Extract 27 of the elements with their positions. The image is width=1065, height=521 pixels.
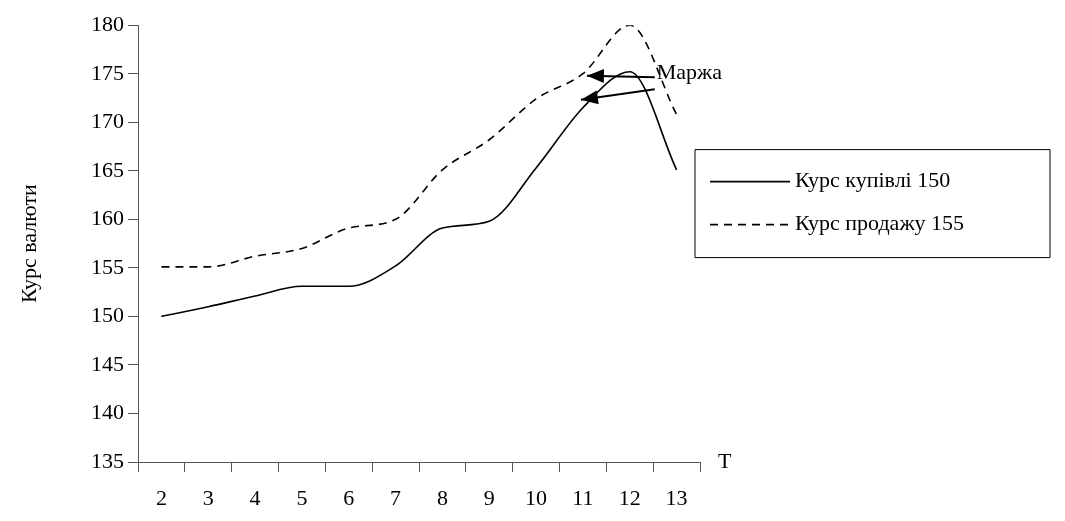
x-tick-label: 2 [155, 484, 167, 510]
x-tick-label: 3 [202, 484, 214, 510]
x-tick-label: 8 [436, 484, 448, 510]
y-tick-label: 175 [91, 59, 124, 85]
x-tick-label: 10 [525, 484, 548, 510]
legend-label: Курс продажу 155 [795, 210, 965, 236]
x-tick-label: 11 [572, 484, 594, 510]
y-tick-label: 150 [91, 302, 124, 328]
y-tick-label: 170 [91, 108, 124, 134]
legend-label: Курс купівлі 150 [795, 167, 951, 193]
x-tick-label: 13 [665, 484, 688, 510]
x-tick-label: 6 [343, 484, 355, 510]
x-tick-label: 7 [390, 484, 402, 510]
x-tick-label: 4 [249, 484, 261, 510]
x-tick-label: 12 [618, 484, 641, 510]
y-tick-label: 165 [91, 156, 124, 182]
y-axis-title: Курс валюти [15, 183, 41, 304]
y-tick-label: 140 [91, 399, 124, 425]
y-tick-label: 135 [91, 447, 124, 473]
y-tick-label: 180 [91, 10, 124, 36]
y-tick-label: 155 [91, 253, 124, 279]
x-axis-title: T [718, 447, 732, 473]
x-tick-label: 5 [296, 484, 308, 510]
annotation: Маржа [656, 58, 723, 84]
x-tick-label: 9 [483, 484, 495, 510]
y-tick-label: 160 [91, 205, 124, 231]
y-tick-label: 145 [91, 350, 124, 376]
